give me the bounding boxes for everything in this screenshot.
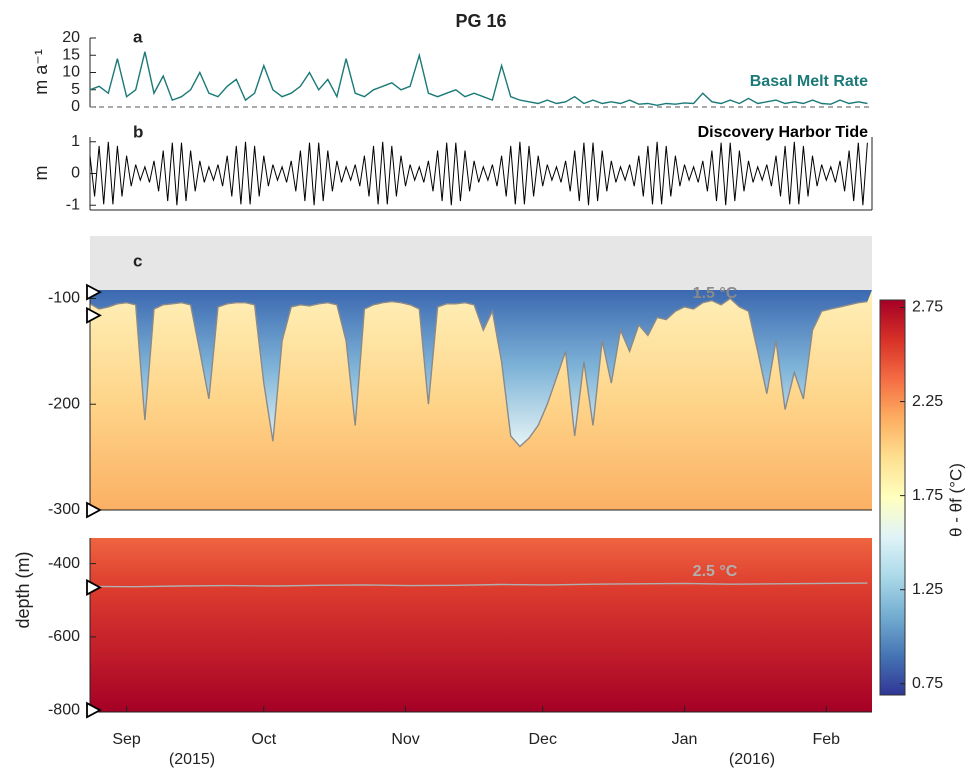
series-label: Discovery Harbor Tide bbox=[698, 124, 869, 141]
colorbar bbox=[879, 299, 906, 696]
colorbar-tick-label: 1.25 bbox=[912, 581, 943, 598]
y-tick-label: -1 bbox=[66, 196, 80, 213]
sensor-marker bbox=[86, 701, 102, 719]
y-tick-label: 10 bbox=[62, 64, 80, 81]
x-tick-label: Sep bbox=[112, 731, 141, 748]
y-tick-label: -100 bbox=[48, 290, 80, 307]
y-axis-label: m a⁻¹ bbox=[31, 49, 51, 95]
colorbar-tick-label: 1.75 bbox=[912, 487, 943, 504]
y-tick-label: -400 bbox=[48, 555, 80, 572]
sensor-marker bbox=[86, 306, 102, 324]
y-tick-label: -800 bbox=[48, 701, 80, 718]
isotherm-label: 1.5 °C bbox=[693, 285, 738, 302]
y-tick-label: -200 bbox=[48, 395, 80, 412]
no-data-band bbox=[90, 236, 872, 290]
y-axis-label: depth (m) bbox=[13, 551, 33, 628]
series-line bbox=[89, 51, 868, 107]
y-tick-label: 0 bbox=[71, 98, 80, 115]
panel-label: b bbox=[133, 122, 143, 141]
isotherm-line bbox=[89, 582, 868, 588]
series-label: Basal Melt Rate bbox=[750, 73, 868, 90]
x-tick-label: Jan bbox=[672, 731, 698, 748]
y-tick-label: 5 bbox=[71, 81, 80, 98]
cold-water-fill bbox=[90, 290, 872, 447]
y-tick-label: 0 bbox=[71, 165, 80, 182]
y-tick-label: -600 bbox=[48, 628, 80, 645]
heatmap-lower bbox=[90, 538, 872, 712]
figure-title: PG 16 bbox=[455, 11, 506, 31]
sensor-marker bbox=[86, 283, 102, 301]
sensor-marker bbox=[86, 501, 102, 519]
year-label: (2015) bbox=[169, 751, 215, 768]
colorbar-label: θ - θf (°C) bbox=[946, 463, 965, 537]
sensor-marker bbox=[86, 578, 102, 596]
year-label: (2016) bbox=[729, 751, 775, 768]
colorbar-tick-label: 2.25 bbox=[912, 393, 943, 410]
isotherm-label: 2.5 °C bbox=[693, 563, 738, 580]
y-tick-label: 1 bbox=[71, 133, 80, 150]
x-tick-label: Nov bbox=[391, 731, 419, 748]
y-tick-label: 20 bbox=[62, 29, 80, 46]
y-tick-label: 15 bbox=[62, 46, 80, 63]
y-axis-label: m bbox=[31, 166, 51, 181]
x-tick-label: Oct bbox=[251, 731, 276, 748]
series-line bbox=[89, 141, 868, 206]
isotherm-line bbox=[89, 297, 868, 448]
y-tick-label: -300 bbox=[48, 501, 80, 518]
x-tick-label: Dec bbox=[529, 731, 557, 748]
colorbar-tick-label: 2.75 bbox=[912, 299, 943, 316]
x-tick-label: Feb bbox=[812, 731, 840, 748]
panel-label: c bbox=[133, 251, 142, 270]
panel-label: a bbox=[133, 27, 143, 46]
colorbar-tick-label: 0.75 bbox=[912, 675, 943, 692]
heatmap-upper bbox=[90, 290, 872, 510]
